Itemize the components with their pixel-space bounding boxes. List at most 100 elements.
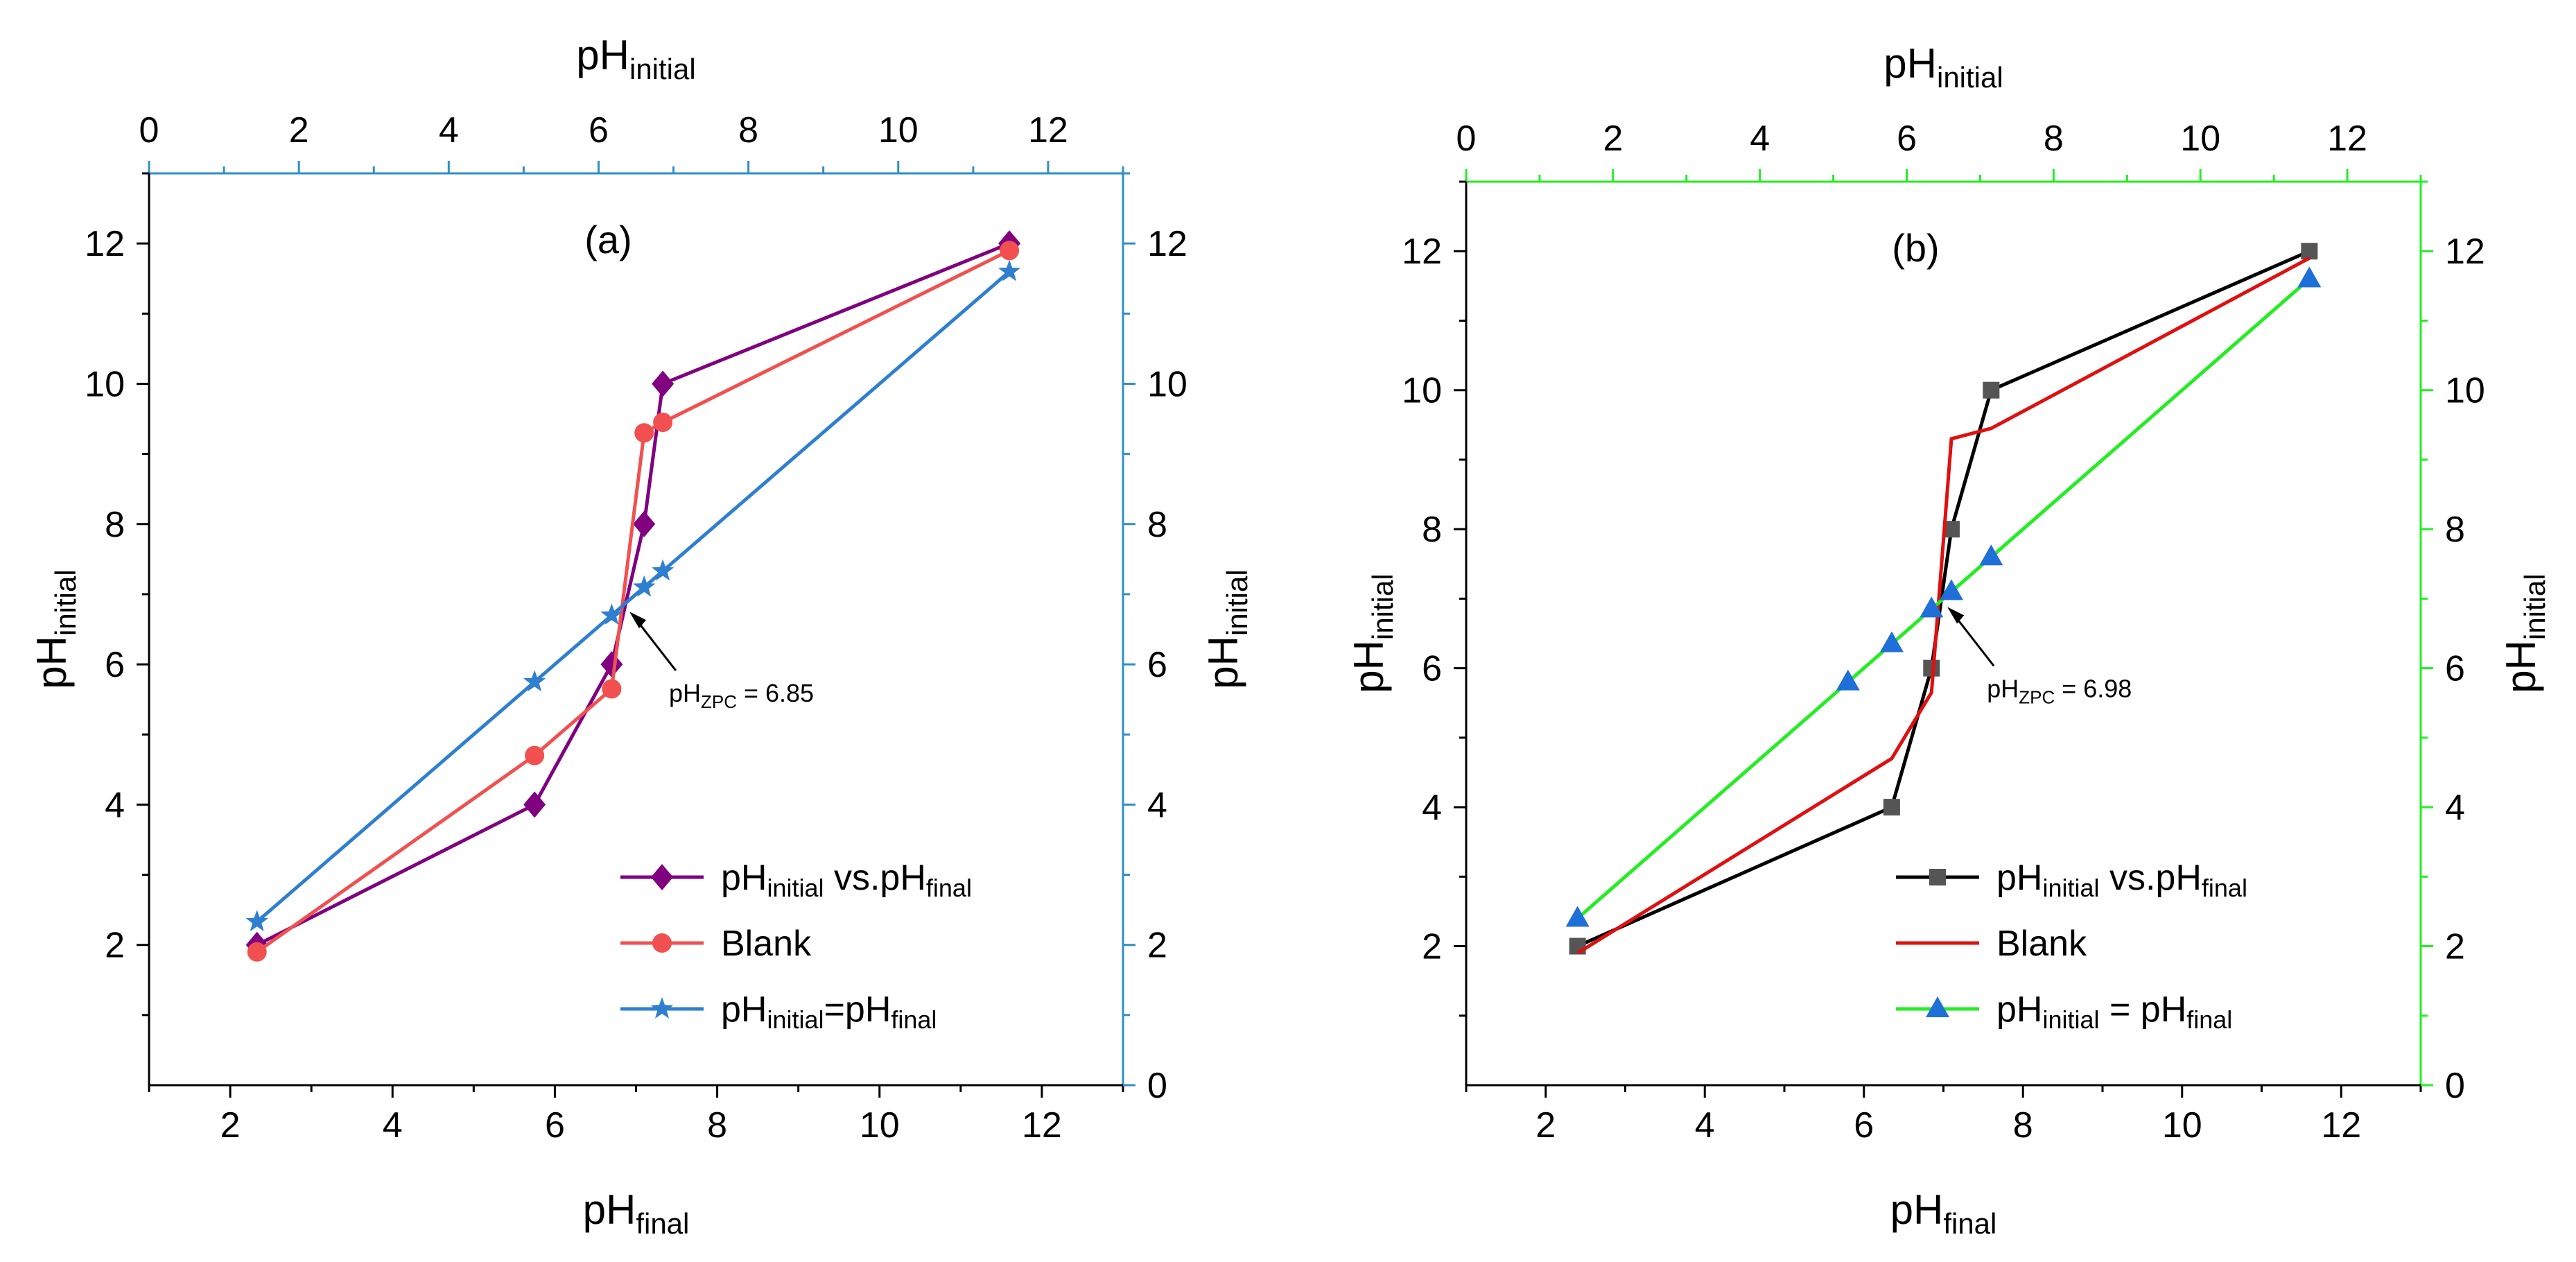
- legend-label-sub: initial: [767, 1005, 824, 1034]
- data-point: [1883, 799, 1900, 816]
- left-axis-title-main: pH: [1346, 640, 1392, 693]
- legend-label-sub: initial: [767, 874, 824, 902]
- pzc-annotation: pHZPC = 6.98: [1947, 607, 2132, 707]
- series-line: [256, 249, 1011, 953]
- data-point: [1565, 906, 1590, 927]
- top-tick-label: 8: [738, 110, 758, 150]
- legend: pHinitial vs.pHfinalBlankpHinitial=pHfin…: [620, 858, 972, 1034]
- data-point: [523, 791, 546, 818]
- bottom-tick-label: 4: [1695, 1105, 1715, 1146]
- bottom-axis-title-main: pH: [583, 1186, 636, 1233]
- data-point: [633, 510, 656, 537]
- legend-label: pHinitial = pHfinal: [1996, 989, 2232, 1034]
- right-tick-label: 6: [1147, 645, 1167, 685]
- series-line: [1576, 257, 2310, 955]
- series-line: [256, 241, 1011, 946]
- right-axis-title-main: pH: [2498, 640, 2544, 693]
- top-axis-title-sub: initial: [629, 53, 696, 85]
- data-point: [1983, 381, 2000, 399]
- bottom-axis-title-sub: final: [1943, 1207, 1996, 1240]
- legend-marker: [650, 997, 674, 1019]
- data-point: [652, 370, 675, 397]
- legend-marker: [652, 933, 672, 953]
- left-axis-title: pHinitial: [1346, 573, 1399, 693]
- annotation-text: pHZPC = 6.85: [669, 679, 814, 712]
- top-tick-label: 2: [1603, 119, 1623, 159]
- bottom-axis-title: pHfinal: [1890, 1186, 1997, 1240]
- series-phinitial-phfinal: [245, 259, 1021, 932]
- bottom-tick-label: 12: [1022, 1105, 1062, 1146]
- left-tick-label: 4: [1422, 788, 1442, 828]
- data-point: [998, 259, 1021, 282]
- left-tick-label: 2: [1422, 927, 1442, 967]
- legend-label-part: =pH: [824, 989, 891, 1030]
- annotation-suffix: = 6.85: [737, 679, 814, 707]
- data-point: [1939, 579, 1963, 600]
- legend-label-part: vs.pH: [2100, 858, 2202, 898]
- right-axis-title-sub: initial: [2518, 573, 2551, 640]
- legend-label: Blank: [1996, 924, 2087, 964]
- series-blank: [247, 241, 1020, 962]
- bottom-tick-label: 8: [707, 1105, 727, 1146]
- data-point: [1000, 241, 1020, 261]
- annotation-arrow-head: [629, 612, 646, 629]
- legend-label-sub: final: [891, 1005, 937, 1034]
- legend-label: pHinitial vs.pHfinal: [721, 858, 972, 902]
- series-blank: [1576, 257, 2310, 955]
- annotation-sub: ZPC: [2019, 686, 2055, 707]
- top-tick-label: 6: [589, 110, 609, 150]
- right-axis-title-main: pH: [1200, 636, 1246, 689]
- right-tick-label: 4: [2445, 788, 2465, 828]
- top-tick-label: 4: [439, 110, 459, 150]
- top-tick-label: 4: [1750, 119, 1770, 159]
- right-tick-label: 2: [2445, 927, 2465, 967]
- bottom-tick-label: 2: [1535, 1105, 1556, 1146]
- data-point: [525, 745, 545, 766]
- data-point: [600, 603, 623, 625]
- bottom-tick-label: 4: [383, 1105, 403, 1146]
- bottom-axis-title-main: pH: [1890, 1186, 1944, 1233]
- left-tick-label: 12: [85, 224, 125, 264]
- data-point: [247, 942, 267, 962]
- legend-label-part: vs.pH: [824, 858, 926, 898]
- legend-label: pHinitial vs.pHfinal: [1996, 858, 2247, 902]
- legend-label-sub: final: [926, 874, 972, 902]
- legend-label-part: pH: [1996, 858, 2042, 898]
- top-tick-label: 0: [139, 110, 159, 150]
- left-tick-label: 4: [105, 785, 125, 825]
- annotation-text: pHZPC = 6.98: [1987, 674, 2132, 707]
- series-line: [256, 270, 1011, 924]
- legend-label: Blank: [721, 924, 812, 964]
- legend-label-sub: final: [2186, 1005, 2232, 1034]
- top-axis-title-main: pH: [1883, 40, 1937, 87]
- right-tick-label: 12: [1147, 224, 1187, 264]
- top-tick-label: 12: [2327, 119, 2367, 159]
- annotation-prefix: pH: [1987, 674, 2019, 702]
- pzc-annotation: pHZPC = 6.85: [629, 612, 814, 712]
- left-tick-label: 8: [105, 505, 125, 545]
- legend-label-part: Blank: [721, 924, 812, 964]
- left-axis-title-sub: initial: [1366, 573, 1399, 640]
- data-point: [1920, 596, 1944, 618]
- left-tick-label: 10: [1402, 371, 1442, 411]
- left-tick-label: 6: [1422, 649, 1442, 689]
- legend-label-sub: initial: [2042, 1005, 2099, 1034]
- data-point: [633, 575, 656, 597]
- left-axis-title: pHinitial: [28, 569, 82, 689]
- chart-panel-a: 2 4 6 8 10 120 2 4 6 8 10 1224681012024681012pHinit…: [28, 32, 1253, 1240]
- right-axis-title-sub: initial: [1221, 569, 1253, 636]
- annotation-suffix: = 6.98: [2055, 674, 2132, 702]
- right-tick-label: 2: [1147, 926, 1167, 966]
- data-point: [652, 559, 675, 581]
- top-axis-title-main: pH: [576, 32, 629, 78]
- legend-label-part: = pH: [2100, 989, 2187, 1030]
- top-axis-title: pHinitial: [1883, 40, 2003, 94]
- right-tick-label: 10: [2445, 371, 2485, 411]
- left-tick-label: 12: [1402, 232, 1442, 272]
- data-point: [634, 423, 654, 443]
- bottom-tick-label: 2: [220, 1105, 241, 1146]
- left-tick-label: 10: [85, 364, 125, 404]
- right-tick-label: 4: [1147, 785, 1167, 825]
- panel-label: (b): [1892, 226, 1939, 270]
- bottom-axis-title-sub: final: [636, 1207, 689, 1240]
